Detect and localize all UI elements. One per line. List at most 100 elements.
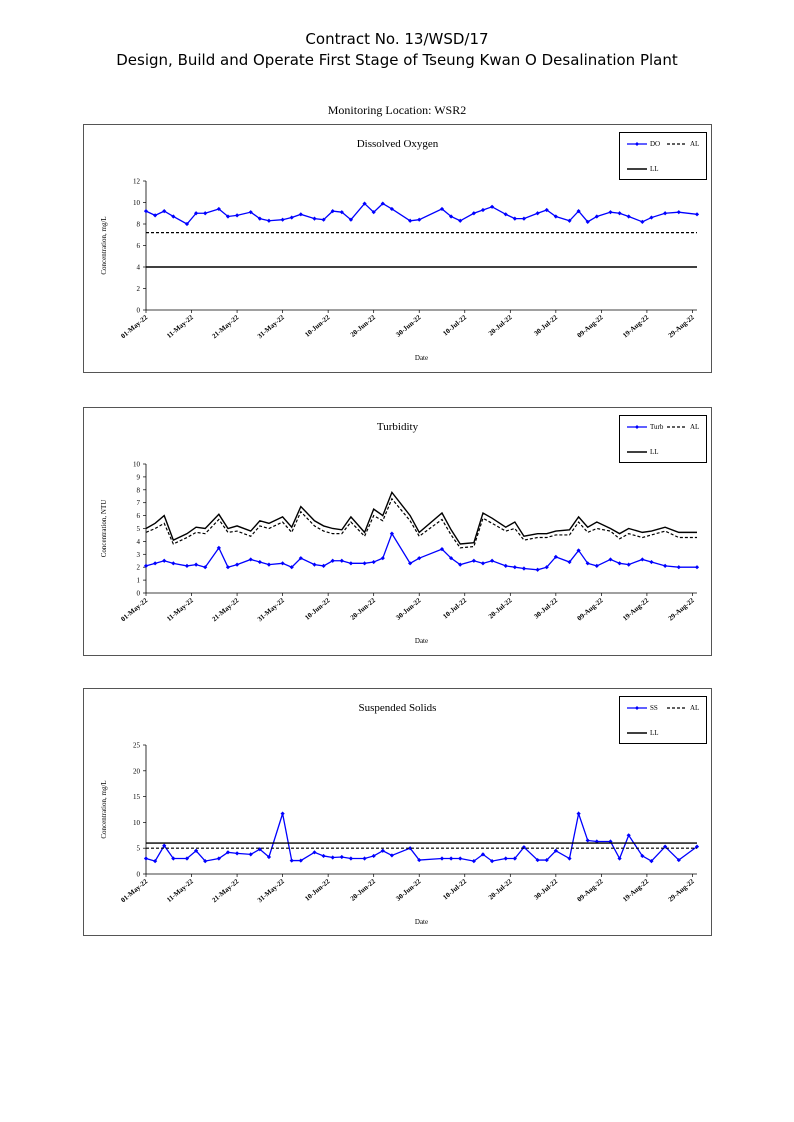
x-tick-label: 30-Jul-22 [533,877,560,901]
data-point [458,856,463,861]
y-tick-label: 9 [137,473,141,481]
data-point [594,214,599,219]
y-tick-label: 20 [133,767,141,775]
data-point [362,561,367,566]
data-point [512,216,517,221]
data-point [330,855,335,860]
legend: Turb AL LL [619,415,707,463]
x-tick-label: 09-Aug-22 [576,313,605,339]
data-point [503,856,508,861]
chart-svg: Dissolved Oxygen 0 2 4 6 8 10 12 01-May-22 11-May… [100,138,700,362]
data-point [348,856,354,861]
legend-label: SS [650,704,658,712]
data-point [289,215,294,220]
data-point [171,214,176,219]
data-point [171,561,176,566]
data-point [471,211,476,216]
legend-swatch [667,143,687,145]
data-point [153,213,158,218]
data-point [576,209,581,214]
data-point [184,221,190,227]
data-point [649,215,654,220]
legend-label: DO [650,140,661,148]
y-tick-label: 5 [137,525,141,533]
data-point [162,209,167,214]
data-point [234,562,240,567]
chart-turbidity: Turbidity 0 1 2 3 4 5 6 7 8 9 10 01-May-22 11-May-22 2… [83,407,712,656]
series-ss [143,811,700,864]
chart-title: Turbidity [377,421,419,433]
data-point [225,214,231,219]
x-tick-label: 30-Jun-22 [394,596,422,622]
data-point [362,856,367,861]
legend: SS AL LL [619,696,707,744]
data-point [585,838,590,843]
legend-label: LL [650,729,659,737]
data-point [339,210,344,215]
x-tick-label: 01-May-22 [119,877,149,904]
data-point [676,565,681,570]
series-line-do [145,202,698,225]
data-point [216,206,221,212]
y-tick-label: 1 [137,577,141,585]
legend-label: AL [690,140,700,148]
legend-label: LL [650,448,659,456]
data-point [280,217,285,222]
data-point [280,561,285,566]
x-tick-label: 20-Jul-22 [487,596,514,620]
data-point [480,561,486,566]
data-point [339,854,344,860]
x-tick-label: 29-Aug-22 [667,313,696,339]
data-point [617,561,622,566]
data-point [417,857,422,863]
legend-label: AL [690,704,700,712]
data-point [626,833,631,838]
legend-swatch [627,451,647,453]
data-point [162,843,167,848]
y-tick-label: 10 [133,199,141,207]
data-point [248,210,253,215]
y-tick-label: 6 [137,512,141,520]
data-point [448,856,454,861]
data-point [458,218,463,223]
x-tick-label: 10-Jun-22 [303,596,331,622]
contract-number: Contract No. 13/WSD/17 [305,30,489,48]
data-point [298,212,303,217]
series-line-ll [145,490,697,545]
data-point [535,211,540,216]
data-point [417,217,422,222]
data-point [640,219,645,224]
data-point [248,557,253,562]
data-point [408,218,413,223]
data-point [312,850,317,855]
data-point [535,857,540,863]
y-tick-label: 10 [133,461,141,469]
project-title: Design, Build and Operate First Stage of… [116,51,678,69]
data-point [312,216,317,221]
data-point [521,566,527,571]
x-tick-label: 21-May-22 [210,313,240,340]
data-point [567,218,572,223]
y-tick-label: 12 [133,178,141,186]
series-al [145,497,697,549]
data-point [544,857,549,863]
data-point [321,853,326,859]
y-axis-label: Concentration, mg/L [100,216,108,274]
legend-label: AL [690,423,700,431]
chart-title: Suspended Solids [359,702,437,714]
data-point [266,218,272,223]
legend-label: LL [650,165,659,173]
series-turb [143,531,700,572]
x-axis-label: Date [415,354,428,362]
x-tick-label: 09-Aug-22 [576,877,605,903]
x-tick-label: 20-Jul-22 [487,877,514,901]
data-point [535,567,540,572]
data-point [512,565,517,570]
x-axis-label: Date [415,918,428,926]
y-tick-label: 6 [137,242,141,250]
data-point [289,858,294,863]
x-tick-label: 20-Jul-22 [487,313,514,337]
data-point [512,856,517,861]
data-point [193,562,199,567]
series-line-turb [145,532,697,571]
